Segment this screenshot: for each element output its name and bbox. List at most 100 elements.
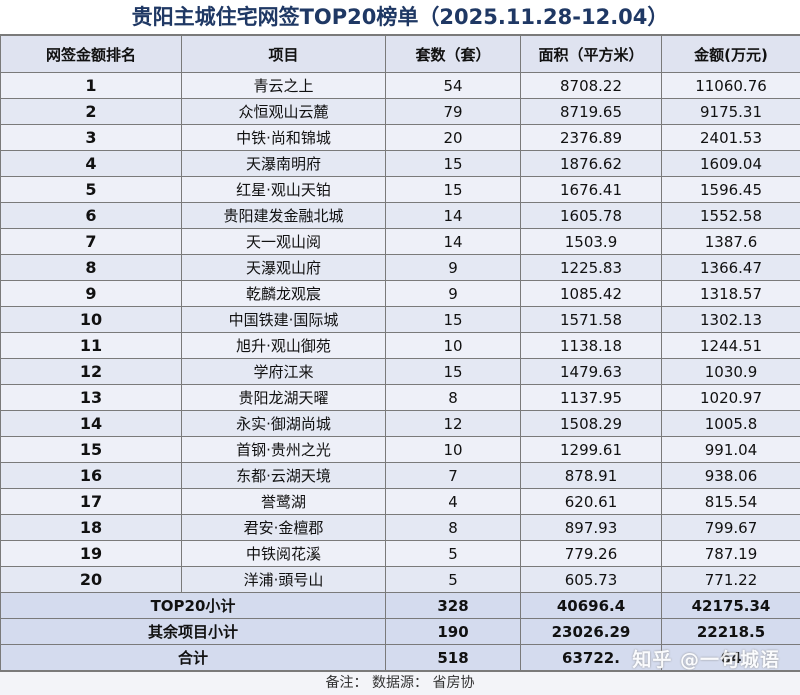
amount-cell: 991.04 <box>661 436 800 463</box>
amount-cell: 1318.57 <box>661 280 800 307</box>
project-cell: 东都·云湖天境 <box>181 462 386 489</box>
count-cell: 15 <box>385 358 521 385</box>
table-footer: TOP20小计 328 40696.4 42175.34 其余项目小计 190 … <box>0 592 800 671</box>
project-cell: 天瀑观山府 <box>181 254 386 281</box>
area-cell: 605.73 <box>520 566 662 593</box>
amount-cell: 1244.51 <box>661 332 800 359</box>
rank-cell: 11 <box>0 332 182 359</box>
table-row: 19 中铁阅花溪 5 779.26 787.19 <box>0 540 800 567</box>
rank-cell: 7 <box>0 228 182 255</box>
table-row: 7 天一观山阅 14 1503.9 1387.6 <box>0 228 800 255</box>
area-cell: 1676.41 <box>520 176 662 203</box>
amount-cell: 787.19 <box>661 540 800 567</box>
project-cell: 洋浦·頭号山 <box>181 566 386 593</box>
area-cell: 1479.63 <box>520 358 662 385</box>
amount-cell: 1552.58 <box>661 202 800 229</box>
project-cell: 天瀑南明府 <box>181 150 386 177</box>
table-row: 12 学府江来 15 1479.63 1030.9 <box>0 358 800 385</box>
count-cell: 4 <box>385 488 521 515</box>
page-title: 贵阳主城住宅网签TOP20榜单（2025.11.28-12.04） <box>0 0 800 35</box>
project-cell: 君安·金檀郡 <box>181 514 386 541</box>
rank-cell: 6 <box>0 202 182 229</box>
header-count: 套数（套） <box>385 35 521 73</box>
rank-cell: 10 <box>0 306 182 333</box>
total-area: 63722. <box>520 644 662 671</box>
area-cell: 620.61 <box>520 488 662 515</box>
count-cell: 10 <box>385 436 521 463</box>
project-cell: 永实·御湖尚城 <box>181 410 386 437</box>
amount-cell: 9175.31 <box>661 98 800 125</box>
area-cell: 2376.89 <box>520 124 662 151</box>
area-cell: 1605.78 <box>520 202 662 229</box>
count-cell: 14 <box>385 202 521 229</box>
amount-cell: 938.06 <box>661 462 800 489</box>
watermark: 知乎 @一句城语 <box>632 649 780 671</box>
area-cell: 1508.29 <box>520 410 662 437</box>
count-cell: 8 <box>385 514 521 541</box>
count-cell: 15 <box>385 306 521 333</box>
area-cell: 1085.42 <box>520 280 662 307</box>
area-cell: 1503.9 <box>520 228 662 255</box>
amount-cell: 1005.8 <box>661 410 800 437</box>
rank-cell: 8 <box>0 254 182 281</box>
area-cell: 8708.22 <box>520 72 662 99</box>
table-row: 9 乾麟龙观宸 9 1085.42 1318.57 <box>0 280 800 307</box>
subtotal-label: 其余项目小计 <box>0 618 386 645</box>
total-count: 518 <box>385 644 521 671</box>
table-row: 16 东都·云湖天境 7 878.91 938.06 <box>0 462 800 489</box>
area-cell: 897.93 <box>520 514 662 541</box>
rank-cell: 17 <box>0 488 182 515</box>
area-cell: 1876.62 <box>520 150 662 177</box>
count-cell: 10 <box>385 332 521 359</box>
count-cell: 5 <box>385 540 521 567</box>
count-cell: 15 <box>385 176 521 203</box>
subtotal-area: 40696.4 <box>520 592 662 619</box>
count-cell: 54 <box>385 72 521 99</box>
area-cell: 1571.58 <box>520 306 662 333</box>
table-row: 10 中国铁建·国际城 15 1571.58 1302.13 <box>0 306 800 333</box>
area-cell: 1225.83 <box>520 254 662 281</box>
project-cell: 贵阳建发金融北城 <box>181 202 386 229</box>
subtotal-count: 190 <box>385 618 521 645</box>
count-cell: 12 <box>385 410 521 437</box>
table-row: 13 贵阳龙湖天曜 8 1137.95 1020.97 <box>0 384 800 411</box>
rank-cell: 18 <box>0 514 182 541</box>
source-note: 备注： 数据源： 省房协 <box>0 671 800 695</box>
project-cell: 众恒观山云麓 <box>181 98 386 125</box>
rank-cell: 19 <box>0 540 182 567</box>
subtotal-amount: 42175.34 <box>661 592 800 619</box>
rank-cell: 13 <box>0 384 182 411</box>
table-row: 6 贵阳建发金融北城 14 1605.78 1552.58 <box>0 202 800 229</box>
amount-cell: 799.67 <box>661 514 800 541</box>
project-cell: 中国铁建·国际城 <box>181 306 386 333</box>
area-cell: 8719.65 <box>520 98 662 125</box>
rank-cell: 4 <box>0 150 182 177</box>
header-amount: 金额(万元) <box>661 35 800 73</box>
table-header: 网签金额排名 项目 套数（套） 面积（平方米） 金额(万元) <box>0 35 800 73</box>
table-row: 1 青云之上 54 8708.22 11060.76 <box>0 72 800 99</box>
project-cell: 中铁·尚和锦城 <box>181 124 386 151</box>
ranking-table: 网签金额排名 项目 套数（套） 面积（平方米） 金额(万元) 1 青云之上 54 87… <box>0 35 800 671</box>
subtotal-label: TOP20小计 <box>0 592 386 619</box>
project-cell: 誉鹭湖 <box>181 488 386 515</box>
table-row: 3 中铁·尚和锦城 20 2376.89 2401.53 <box>0 124 800 151</box>
table-row: 2 众恒观山云麓 79 8719.65 9175.31 <box>0 98 800 125</box>
count-cell: 9 <box>385 254 521 281</box>
header-row: 网签金额排名 项目 套数（套） 面积（平方米） 金额(万元) <box>0 35 800 73</box>
subtotal-count: 328 <box>385 592 521 619</box>
rank-cell: 15 <box>0 436 182 463</box>
subtotal-row: TOP20小计 328 40696.4 42175.34 <box>0 592 800 619</box>
count-cell: 5 <box>385 566 521 593</box>
area-cell: 1137.95 <box>520 384 662 411</box>
header-project: 项目 <box>181 35 386 73</box>
amount-cell: 771.22 <box>661 566 800 593</box>
area-cell: 1299.61 <box>520 436 662 463</box>
project-cell: 首钢·贵州之光 <box>181 436 386 463</box>
total-amount: 64 <box>661 644 800 671</box>
subtotal-area: 23026.29 <box>520 618 662 645</box>
amount-cell: 1030.9 <box>661 358 800 385</box>
table-row: 17 誉鹭湖 4 620.61 815.54 <box>0 488 800 515</box>
rank-cell: 2 <box>0 98 182 125</box>
project-cell: 乾麟龙观宸 <box>181 280 386 307</box>
table-row: 15 首钢·贵州之光 10 1299.61 991.04 <box>0 436 800 463</box>
